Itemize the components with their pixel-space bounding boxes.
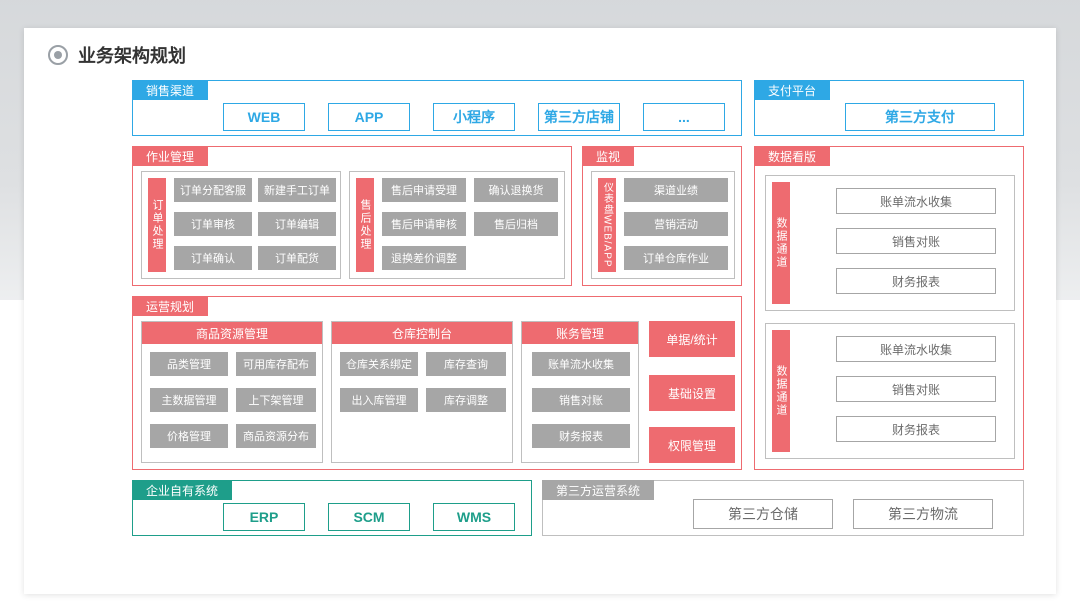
databoard-box: 数据看版 数据通道 账单流水收集 销售对账 财务报表 数据通道 账单流水收集 销… bbox=[754, 146, 1024, 470]
third-ops-tag: 第三方运营系统 bbox=[542, 480, 654, 500]
third-wh: 第三方仓储 bbox=[693, 499, 833, 529]
order-item: 订单确认 bbox=[174, 246, 252, 270]
channel-thirdshop: 第三方店铺 bbox=[538, 103, 620, 131]
wh-item: 出入库管理 bbox=[340, 388, 418, 412]
after-group: 售后处理 售后申请受理 确认退换货 售后申请审核 售后归档 退换差价调整 bbox=[349, 171, 565, 279]
goods-hdr: 商品资源管理 bbox=[142, 322, 322, 344]
goods-item: 品类管理 bbox=[150, 352, 228, 376]
sales-channel-box: 销售渠道 WEB APP 小程序 第三方店铺 ... bbox=[132, 80, 742, 136]
monitor-item: 营销活动 bbox=[624, 212, 728, 236]
order-vtag: 订单处理 bbox=[148, 178, 166, 272]
planning-box: 运营规划 商品资源管理 品类管理 可用库存配布 主数据管理 上下架管理 价格管理… bbox=[132, 296, 742, 470]
own-erp: ERP bbox=[223, 503, 305, 531]
own-sys-box: 企业自有系统 ERP SCM WMS bbox=[132, 480, 532, 536]
after-vtag: 售后处理 bbox=[356, 178, 374, 272]
ch1-item: 销售对账 bbox=[836, 228, 996, 254]
goods-item: 上下架管理 bbox=[236, 388, 316, 412]
wh-item: 仓库关系绑定 bbox=[340, 352, 418, 376]
third-ops-box: 第三方运营系统 第三方仓储 第三方物流 bbox=[542, 480, 1024, 536]
wh-item: 库存查询 bbox=[426, 352, 506, 376]
monitor-item: 渠道业绩 bbox=[624, 178, 728, 202]
page-title: 业务架构规划 bbox=[48, 42, 186, 68]
ops-mgmt-tag: 作业管理 bbox=[132, 146, 208, 166]
monitor-inner: 仪表盘WEB/APP 渠道业绩 营销活动 订单仓库作业 bbox=[591, 171, 735, 279]
ch1-item: 账单流水收集 bbox=[836, 188, 996, 214]
acct-group: 账务管理 账单流水收集 销售对账 财务报表 bbox=[521, 321, 639, 463]
goods-group: 商品资源管理 品类管理 可用库存配布 主数据管理 上下架管理 价格管理 商品资源… bbox=[141, 321, 323, 463]
pay-platform-box: 支付平台 第三方支付 bbox=[754, 80, 1024, 136]
acct-hdr: 账务管理 bbox=[522, 322, 638, 344]
channel2-vtag: 数据通道 bbox=[772, 330, 790, 452]
acct-item: 财务报表 bbox=[532, 424, 630, 448]
diagram-canvas: 销售渠道 WEB APP 小程序 第三方店铺 ... 支付平台 第三方支付 作业… bbox=[132, 80, 1032, 580]
monitor-box: 监视 仪表盘WEB/APP 渠道业绩 营销活动 订单仓库作业 bbox=[582, 146, 742, 286]
own-scm: SCM bbox=[328, 503, 410, 531]
after-item: 确认退换货 bbox=[474, 178, 558, 202]
own-sys-tag: 企业自有系统 bbox=[132, 480, 232, 500]
after-item: 退换差价调整 bbox=[382, 246, 466, 270]
ch2-item: 财务报表 bbox=[836, 416, 996, 442]
right-perm: 权限管理 bbox=[649, 427, 735, 463]
channel-miniapp: 小程序 bbox=[433, 103, 515, 131]
wh-hdr: 仓库控制台 bbox=[332, 322, 512, 344]
channel1-vtag: 数据通道 bbox=[772, 182, 790, 304]
channel-app: APP bbox=[328, 103, 410, 131]
right-setting: 基础设置 bbox=[649, 375, 735, 411]
acct-item: 账单流水收集 bbox=[532, 352, 630, 376]
monitor-vtag: 仪表盘WEB/APP bbox=[598, 178, 616, 272]
order-item: 订单编辑 bbox=[258, 212, 336, 236]
wh-item: 库存调整 bbox=[426, 388, 506, 412]
goods-item: 可用库存配布 bbox=[236, 352, 316, 376]
ch2-item: 账单流水收集 bbox=[836, 336, 996, 362]
goods-item: 价格管理 bbox=[150, 424, 228, 448]
third-logi: 第三方物流 bbox=[853, 499, 993, 529]
order-item: 订单配货 bbox=[258, 246, 336, 270]
after-item: 售后申请审核 bbox=[382, 212, 466, 236]
wh-group: 仓库控制台 仓库关系绑定 库存查询 出入库管理 库存调整 bbox=[331, 321, 513, 463]
ch1-item: 财务报表 bbox=[836, 268, 996, 294]
right-stat: 单据/统计 bbox=[649, 321, 735, 357]
channel-web: WEB bbox=[223, 103, 305, 131]
after-item: 售后申请受理 bbox=[382, 178, 466, 202]
order-item: 订单审核 bbox=[174, 212, 252, 236]
pay-third: 第三方支付 bbox=[845, 103, 995, 131]
sales-channel-tag: 销售渠道 bbox=[132, 80, 208, 100]
planning-tag: 运营规划 bbox=[132, 296, 208, 316]
title-bullet bbox=[48, 45, 68, 65]
databoard-tag: 数据看版 bbox=[754, 146, 830, 166]
monitor-tag: 监视 bbox=[582, 146, 634, 166]
pay-platform-tag: 支付平台 bbox=[754, 80, 830, 100]
goods-item: 主数据管理 bbox=[150, 388, 228, 412]
channel-more: ... bbox=[643, 103, 725, 131]
order-item: 新建手工订单 bbox=[258, 178, 336, 202]
after-item: 售后归档 bbox=[474, 212, 558, 236]
channel1: 数据通道 账单流水收集 销售对账 财务报表 bbox=[765, 175, 1015, 311]
channel2: 数据通道 账单流水收集 销售对账 财务报表 bbox=[765, 323, 1015, 459]
order-item: 订单分配客服 bbox=[174, 178, 252, 202]
monitor-item: 订单仓库作业 bbox=[624, 246, 728, 270]
ch2-item: 销售对账 bbox=[836, 376, 996, 402]
own-wms: WMS bbox=[433, 503, 515, 531]
ops-mgmt-box: 作业管理 订单处理 订单分配客服 新建手工订单 订单审核 订单编辑 订单确认 订… bbox=[132, 146, 572, 286]
goods-item: 商品资源分布 bbox=[236, 424, 316, 448]
title-text: 业务架构规划 bbox=[78, 42, 186, 68]
slide-card: 业务架构规划 销售渠道 WEB APP 小程序 第三方店铺 ... 支付平台 第… bbox=[24, 28, 1056, 594]
acct-item: 销售对账 bbox=[532, 388, 630, 412]
order-group: 订单处理 订单分配客服 新建手工订单 订单审核 订单编辑 订单确认 订单配货 bbox=[141, 171, 341, 279]
